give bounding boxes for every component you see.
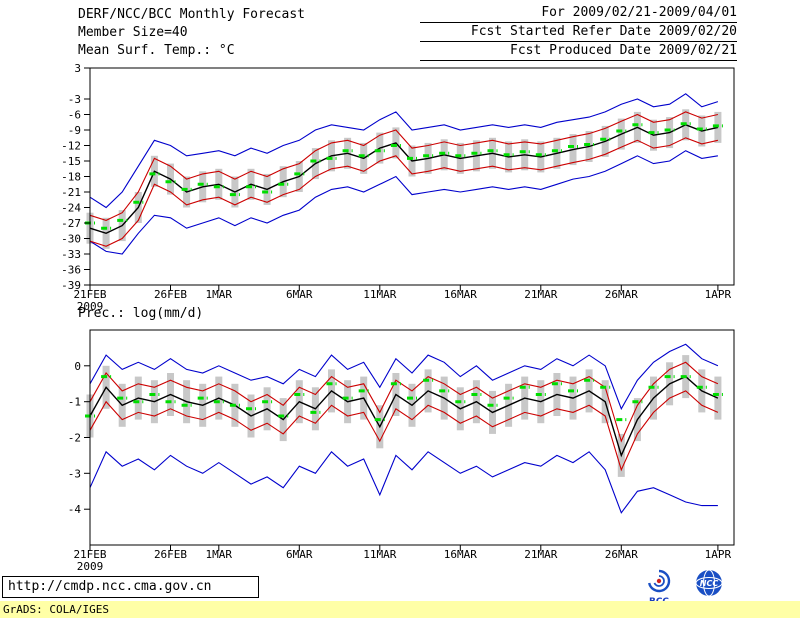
svg-text:21MAR: 21MAR xyxy=(524,548,557,561)
svg-text:-24: -24 xyxy=(61,202,81,215)
svg-text:-36: -36 xyxy=(61,264,81,277)
svg-text:6MAR: 6MAR xyxy=(286,548,313,561)
y-axis-ticks: 0 -1 -2 -3 -4 xyxy=(68,360,90,516)
forecast-charts: 3-3-6-9-12-15-18-21-24-27-30-33-36-3921F… xyxy=(61,62,735,573)
grads-stamp-bar: GrADS: COLA/IGES xyxy=(0,601,800,618)
ncc-logo: NCC xyxy=(686,568,732,602)
website-url: http://cmdp.ncc.cma.gov.cn xyxy=(2,576,259,598)
bcc-swirl-icon xyxy=(648,569,671,593)
svg-text:1MAR: 1MAR xyxy=(206,288,233,301)
svg-text:6MAR: 6MAR xyxy=(286,288,313,301)
surface-temperature-panel: 3 -3 -6 -9 -12 -15 -18 -21 -24 -27 -30 -33 -36 -3921F… xyxy=(61,62,735,313)
spread-upper-line xyxy=(89,111,719,221)
svg-text:-21: -21 xyxy=(61,186,81,199)
svg-text:1MAR: 1MAR xyxy=(206,548,233,561)
svg-text:-30: -30 xyxy=(61,233,81,246)
spread-lower-line xyxy=(89,390,719,472)
ensemble-mean-line xyxy=(89,124,719,235)
svg-text:1APR: 1APR xyxy=(705,288,732,301)
page-title: DERF/NCC/BCC Monthly Forecast xyxy=(78,7,305,22)
fcst-start-date-label: Fcst Started Refer Date 2009/02/20 xyxy=(420,24,737,42)
grads-credit-text: GrADS: COLA/IGES xyxy=(3,603,109,616)
member-size-label: Member Size=40 xyxy=(78,25,188,40)
fcst-produced-date-label: Fcst Produced Date 2009/02/21 xyxy=(420,43,737,61)
header-right: For 2009/02/21-2009/04/01 Fcst Started R… xyxy=(420,5,737,62)
ensemble-min-line xyxy=(89,150,718,255)
svg-text:-1: -1 xyxy=(68,396,81,409)
svg-text:-6: -6 xyxy=(68,109,81,122)
svg-text:-3: -3 xyxy=(68,467,81,480)
ensemble-mean-line xyxy=(89,375,719,458)
svg-text:0: 0 xyxy=(74,360,81,373)
forecast-period-label: For 2009/02/21-2009/04/01 xyxy=(420,5,737,23)
temp-panel-label: Mean Surf. Temp.: °C xyxy=(78,43,235,58)
ncc-globe-icon: NCC xyxy=(695,569,723,597)
verification-dashes xyxy=(85,375,723,422)
svg-text:NCC: NCC xyxy=(700,579,719,588)
ensemble-max-line xyxy=(89,93,719,209)
svg-text:26MAR: 26MAR xyxy=(605,288,638,301)
spread-upper-line xyxy=(89,361,719,443)
svg-text:2009: 2009 xyxy=(77,560,104,573)
svg-text:-2: -2 xyxy=(68,432,81,445)
spread-lower-line xyxy=(89,137,719,247)
svg-text:1APR: 1APR xyxy=(705,548,732,561)
svg-text:11MAR: 11MAR xyxy=(363,548,396,561)
svg-text:-18: -18 xyxy=(61,171,81,184)
svg-text:-39: -39 xyxy=(61,279,81,292)
ensemble-min-line xyxy=(89,450,718,514)
svg-text:21MAR: 21MAR xyxy=(524,288,557,301)
header-left: DERF/NCC/BCC Monthly Forecast Member Siz… xyxy=(78,6,305,60)
ensemble-max-line xyxy=(89,343,719,411)
svg-text:21FEB: 21FEB xyxy=(73,548,106,561)
svg-text:2009: 2009 xyxy=(77,300,104,313)
svg-text:21FEB: 21FEB xyxy=(73,288,106,301)
svg-text:-3: -3 xyxy=(68,93,81,106)
svg-text:26MAR: 26MAR xyxy=(605,548,638,561)
svg-text:-12: -12 xyxy=(61,140,81,153)
svg-text:26FEB: 26FEB xyxy=(154,288,187,301)
svg-text:-27: -27 xyxy=(61,217,81,230)
prec-panel-label: Prec.: log(mm/d) xyxy=(78,306,204,321)
svg-text:16MAR: 16MAR xyxy=(444,288,477,301)
y-axis-ticks: 3 -3 -6 -9 -12 -15 -18 -21 -24 -27 -30 -33 -36 -39 xyxy=(61,62,90,292)
svg-text:-15: -15 xyxy=(61,155,81,168)
svg-text:-33: -33 xyxy=(61,248,81,261)
svg-text:26FEB: 26FEB xyxy=(154,548,187,561)
svg-text:11MAR: 11MAR xyxy=(363,288,396,301)
svg-text:-9: -9 xyxy=(68,124,81,137)
svg-text:3: 3 xyxy=(74,62,81,75)
svg-text:16MAR: 16MAR xyxy=(444,548,477,561)
verification-dashes xyxy=(85,122,723,230)
svg-text:-4: -4 xyxy=(68,503,82,516)
